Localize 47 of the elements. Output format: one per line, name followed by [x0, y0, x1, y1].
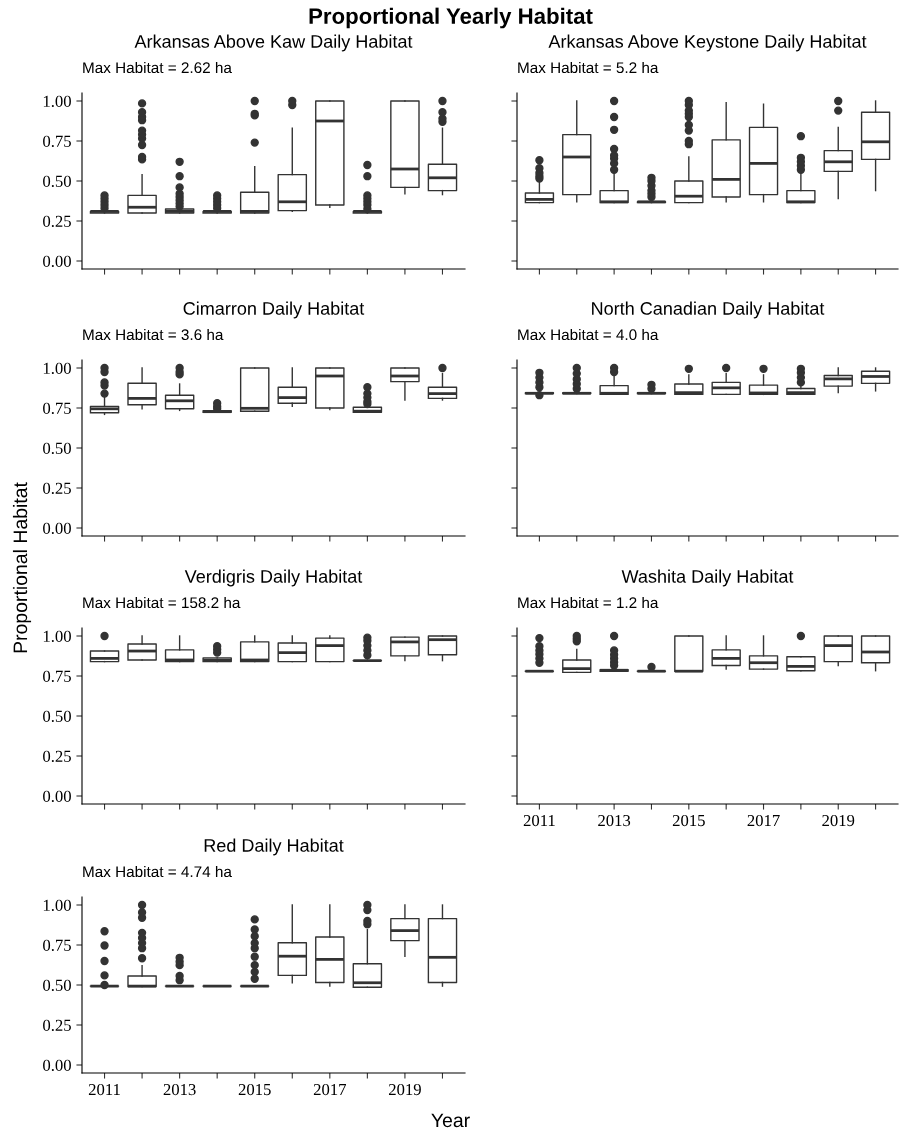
y-tick-label: 0.00	[43, 1059, 71, 1072]
y-tick-label: 0.75	[43, 402, 71, 415]
y-tick-label: 0.25	[43, 750, 71, 763]
y-tick-label: 0.75	[43, 939, 71, 952]
chart-subtitle: Max Habitat = 4.0 ha	[518, 328, 659, 341]
chart-title: Red Daily Habitat	[204, 838, 344, 856]
y-tick-label: 0.00	[43, 255, 71, 268]
chart-subtitle: Max Habitat = 2.62 ha	[83, 61, 232, 74]
chart-subtitle: Max Habitat = 158.2 ha	[83, 596, 241, 609]
x-tick-label: 2011	[88, 1083, 120, 1096]
x-tick-label: 2017	[313, 1083, 347, 1096]
y-tick-label: 1.00	[43, 95, 71, 108]
text: Year	[431, 1113, 470, 1128]
y-tick-label: 1.00	[43, 362, 71, 375]
y-tick-label: 0.50	[43, 175, 71, 188]
text: Proportional Habitat	[12, 482, 32, 653]
x-tick-label: 2011	[523, 814, 555, 827]
y-tick-label: 0.75	[43, 135, 71, 148]
y-tick-label: 0.50	[43, 979, 71, 992]
chart-title: Arkansas Above Keystone Daily Habitat	[548, 34, 867, 52]
chart-title: Verdigris Daily Habitat	[184, 569, 363, 587]
y-tick-label: 1.00	[43, 899, 71, 912]
chart-title: Cimarron Daily Habitat	[183, 301, 365, 319]
x-tick-label: 2019	[822, 814, 855, 827]
y-tick-label: 0.25	[43, 1019, 71, 1032]
chart-subtitle: Max Habitat = 5.2 ha	[518, 61, 659, 74]
chart-subtitle: Max Habitat = 4.74 ha	[83, 865, 232, 878]
y-tick-label: 0.00	[43, 522, 71, 535]
y-tick-label: 0.50	[43, 442, 71, 455]
x-tick-label: 2015	[672, 814, 705, 827]
chart-subtitle: Max Habitat = 3.6 ha	[83, 328, 224, 341]
chart-title: Arkansas Above Kaw Daily Habitat	[134, 34, 413, 52]
y-tick-label: 0.25	[43, 215, 71, 228]
x-tick-label: 2013	[598, 814, 631, 827]
x-tick-label: 2015	[238, 1083, 271, 1096]
y-tick-label: 1.00	[43, 630, 71, 643]
y-tick-label: 0.50	[43, 710, 71, 723]
y-tick-label: 0.25	[43, 482, 71, 495]
x-tick-label: 2017	[747, 814, 780, 827]
text: Proportional Yearly Habitat	[309, 7, 593, 29]
chart-title: Washita Daily Habitat	[621, 569, 794, 587]
chart-subtitle: Max Habitat = 1.2 ha	[518, 596, 659, 609]
x-tick-label: 2013	[163, 1083, 196, 1096]
y-tick-label: 0.00	[43, 790, 71, 803]
y-tick-label: 0.75	[43, 670, 71, 683]
x-tick-label: 2019	[388, 1083, 421, 1096]
chart-title: North Canadian Daily Habitat	[592, 301, 825, 319]
